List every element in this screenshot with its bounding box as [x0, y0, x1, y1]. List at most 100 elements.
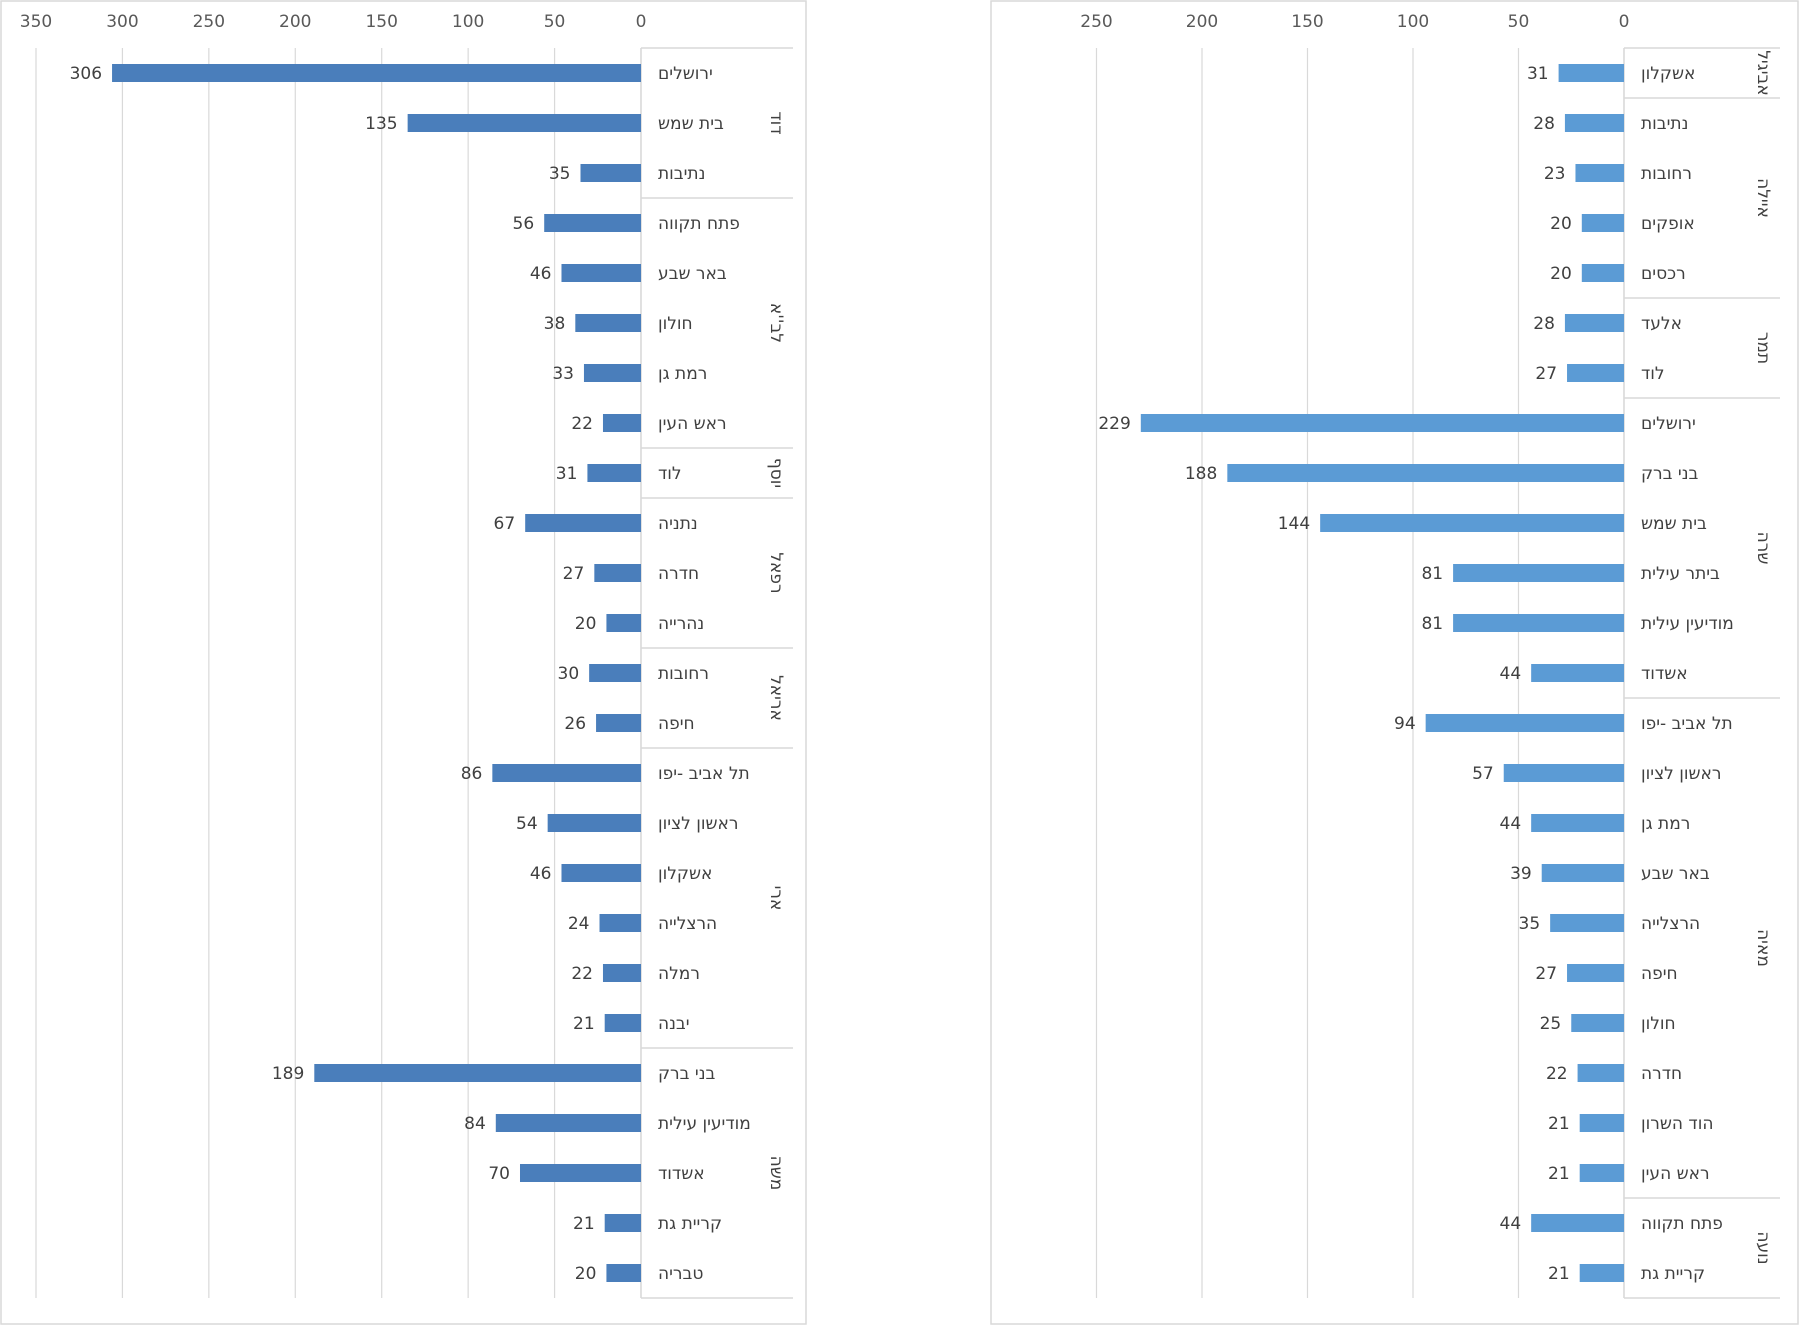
x-tick-label: 300 [106, 12, 138, 32]
bar [314, 1064, 641, 1082]
group-label: שרה [1753, 532, 1773, 565]
data-label: 26 [564, 714, 586, 734]
bar [604, 1014, 641, 1032]
category-label: מודיעין עילית [658, 1114, 751, 1134]
bar [1425, 714, 1624, 732]
bar [575, 314, 641, 332]
category-label: חדרה [1641, 1064, 1682, 1084]
category-label: קריית גת [1641, 1264, 1705, 1284]
data-label: 39 [1510, 864, 1532, 884]
category-label: יבנה [658, 1014, 690, 1034]
data-label: 46 [530, 264, 552, 284]
group-label: איילה [1753, 178, 1773, 218]
data-label: 21 [573, 1014, 595, 1034]
category-label: באר שבע [1641, 864, 1710, 884]
x-tick-label: 200 [279, 12, 311, 32]
group-label: ארי [766, 886, 786, 911]
category-label: חולון [1641, 1014, 1676, 1034]
category-label: בני ברק [658, 1064, 715, 1084]
category-label: מודיעין עילית [1641, 614, 1734, 634]
data-label: 135 [365, 114, 397, 134]
bar [602, 964, 641, 982]
data-label: 30 [558, 664, 580, 684]
category-label: פתח תקווה [1641, 1214, 1723, 1234]
data-label: 38 [544, 314, 566, 334]
group-label: אביגיל [1753, 50, 1773, 95]
data-label: 20 [575, 614, 597, 634]
bar [587, 464, 641, 482]
data-label: 22 [571, 414, 593, 434]
data-label: 67 [494, 514, 516, 534]
bar [561, 864, 641, 882]
data-label: 44 [1500, 664, 1522, 684]
category-label: רכסים [1641, 264, 1686, 284]
data-label: 31 [556, 464, 578, 484]
category-label: ירושלים [1641, 414, 1696, 434]
data-label: 21 [1548, 1164, 1570, 1184]
bar [1531, 664, 1624, 682]
bar [1571, 1014, 1624, 1032]
bar [1531, 1214, 1624, 1232]
x-tick-label: 150 [1291, 12, 1323, 32]
bar [580, 164, 641, 182]
data-label: 20 [575, 1264, 597, 1284]
category-label: תל אביב -יפו [1641, 714, 1733, 734]
data-label: 86 [461, 764, 483, 784]
x-tick-label: 50 [544, 12, 566, 32]
bar [1564, 314, 1624, 332]
bar [596, 714, 641, 732]
bar [519, 1164, 641, 1182]
category-label: הרצלייה [658, 914, 717, 934]
bar [407, 114, 641, 132]
bar [544, 214, 641, 232]
bar [1579, 1164, 1624, 1182]
category-label: לוד [1641, 364, 1665, 384]
category-label: ביתר עילית [1641, 564, 1720, 584]
group-label: נועה [1753, 1231, 1773, 1264]
group-label: תמר [1753, 332, 1773, 364]
data-label: 20 [1550, 264, 1572, 284]
bar [1140, 414, 1624, 432]
data-label: 31 [1527, 64, 1549, 84]
left-bar-chart: 350 300 250 200 150 100 50 0 306 ירושלים 135 בית שמ… [20, 12, 793, 1299]
bar [1564, 114, 1624, 132]
category-label: לוד [658, 464, 682, 484]
data-label: 57 [1472, 764, 1494, 784]
bar [1531, 814, 1624, 832]
bar [1577, 1064, 1624, 1082]
x-tick-label: 150 [365, 12, 397, 32]
bar [604, 1214, 641, 1232]
x-tick-label: 250 [193, 12, 225, 32]
x-tick-label: 350 [20, 12, 52, 32]
bar [1558, 64, 1624, 82]
data-label: 22 [1546, 1064, 1568, 1084]
data-label: 306 [70, 64, 102, 84]
data-label: 144 [1278, 514, 1310, 534]
x-tick-label: 0 [636, 12, 647, 32]
bar [112, 64, 641, 82]
category-label: רחובות [1641, 164, 1692, 184]
bar [594, 564, 641, 582]
group-label: רפאל [766, 552, 786, 593]
category-label: אשקלון [658, 864, 712, 884]
bar [1227, 464, 1624, 482]
category-label: חדרה [658, 564, 699, 584]
data-label: 229 [1098, 414, 1130, 434]
bar [606, 614, 641, 632]
data-label: 44 [1500, 814, 1522, 834]
x-tick-label: 250 [1080, 12, 1112, 32]
data-label: 21 [1548, 1114, 1570, 1134]
bar [599, 914, 641, 932]
x-tick-label: 100 [452, 12, 484, 32]
category-label: טבריה [658, 1264, 703, 1284]
data-label: 189 [272, 1064, 304, 1084]
category-label: נתניה [658, 514, 698, 534]
x-tick-label: 0 [1619, 12, 1630, 32]
x-tick-label: 50 [1508, 12, 1530, 32]
bar [547, 814, 641, 832]
data-label: 94 [1394, 714, 1416, 734]
category-label: רמלה [658, 964, 700, 984]
category-label: ראשון לציון [658, 814, 738, 834]
data-label: 84 [464, 1114, 486, 1134]
bar [1550, 914, 1624, 932]
